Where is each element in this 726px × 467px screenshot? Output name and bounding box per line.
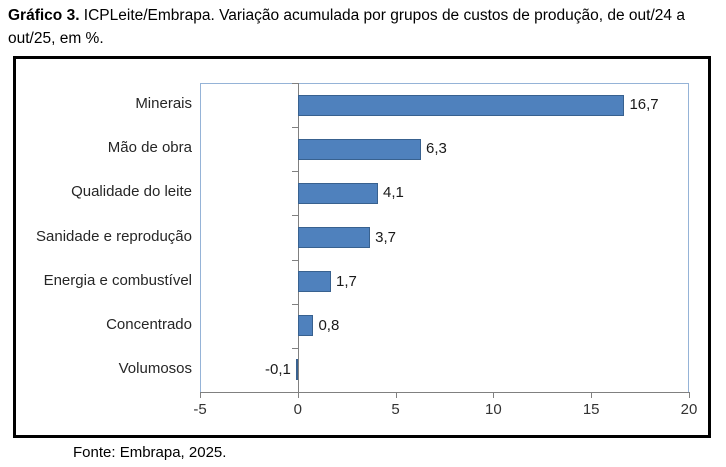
chart-title-prefix: Gráfico 3. xyxy=(8,7,80,24)
source-note: Fonte: Embrapa, 2025. xyxy=(73,444,227,461)
chart-title-text: ICPLeite/Embrapa. Variação acumulada por… xyxy=(8,7,685,47)
chart-title: Gráfico 3. ICPLeite/Embrapa. Variação ac… xyxy=(8,5,724,50)
chart-frame xyxy=(13,56,711,438)
